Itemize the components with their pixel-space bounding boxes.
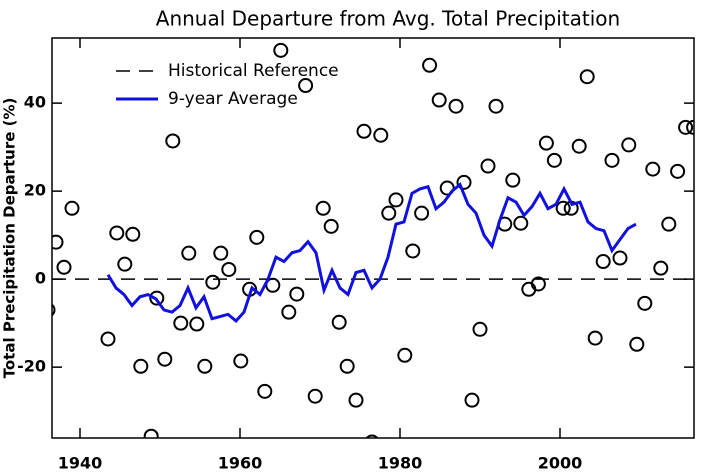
data-point bbox=[571, 138, 587, 154]
data-point bbox=[205, 274, 221, 290]
data-point bbox=[281, 304, 297, 320]
data-point bbox=[505, 172, 521, 188]
data-point bbox=[143, 428, 159, 438]
data-point bbox=[373, 127, 389, 143]
data-point bbox=[100, 331, 116, 347]
data-point bbox=[414, 205, 430, 221]
data-point bbox=[637, 295, 653, 311]
data-point bbox=[678, 119, 694, 135]
y-axis-label: Total Precipitation Departure (%) bbox=[1, 98, 19, 379]
data-point bbox=[365, 434, 379, 438]
data-point bbox=[257, 383, 273, 399]
data-point bbox=[125, 226, 141, 242]
data-point bbox=[356, 123, 372, 139]
y-tick-label: 20 bbox=[24, 181, 46, 200]
x-tick-label: 1940 bbox=[58, 454, 103, 473]
data-point bbox=[604, 152, 620, 168]
chart-title: Annual Departure from Avg. Total Precipi… bbox=[156, 7, 620, 31]
y-tick-label: -20 bbox=[17, 357, 46, 376]
x-tick-label: 2000 bbox=[538, 454, 583, 473]
data-point bbox=[448, 98, 464, 114]
data-point bbox=[339, 358, 355, 374]
data-point bbox=[52, 234, 64, 250]
x-tick-label: 1960 bbox=[218, 454, 263, 473]
data-point bbox=[157, 351, 173, 367]
data-point bbox=[149, 290, 165, 306]
data-point bbox=[307, 388, 323, 404]
data-point bbox=[513, 215, 529, 231]
data-point bbox=[405, 243, 421, 259]
plot-area bbox=[52, 42, 694, 438]
data-point bbox=[181, 245, 197, 261]
data-point bbox=[661, 216, 677, 232]
data-point bbox=[298, 78, 314, 94]
data-point bbox=[645, 161, 661, 177]
data-point bbox=[189, 316, 205, 332]
x-tick-label: 1980 bbox=[378, 454, 423, 473]
data-point bbox=[165, 133, 181, 149]
data-point bbox=[397, 347, 413, 363]
data-point bbox=[348, 392, 364, 408]
y-tick-label: 40 bbox=[24, 93, 46, 112]
data-point bbox=[530, 276, 546, 292]
data-point bbox=[579, 69, 595, 85]
data-point bbox=[621, 137, 637, 153]
data-point bbox=[472, 321, 488, 337]
data-point bbox=[323, 218, 339, 234]
data-point bbox=[555, 200, 571, 216]
average-line bbox=[106, 182, 637, 324]
data-point bbox=[117, 256, 133, 272]
data-point bbox=[133, 358, 149, 374]
data-point bbox=[173, 315, 189, 331]
data-point bbox=[629, 336, 645, 352]
data-point bbox=[431, 92, 447, 108]
data-point bbox=[64, 200, 80, 216]
data-point bbox=[213, 245, 229, 261]
plot-frame bbox=[51, 37, 695, 439]
data-point bbox=[273, 42, 289, 58]
data-point bbox=[249, 229, 265, 245]
data-point bbox=[331, 314, 347, 330]
data-point bbox=[381, 205, 397, 221]
data-point bbox=[197, 358, 213, 374]
data-point bbox=[612, 250, 628, 266]
data-point bbox=[289, 286, 305, 302]
data-point bbox=[221, 261, 237, 277]
data-point bbox=[587, 330, 603, 346]
data-point bbox=[546, 152, 562, 168]
data-point bbox=[480, 158, 496, 174]
data-point bbox=[488, 98, 504, 114]
data-point bbox=[315, 200, 331, 216]
legend-label: 9-year Average bbox=[168, 89, 298, 109]
data-point bbox=[538, 135, 554, 151]
data-point bbox=[422, 57, 438, 73]
data-point bbox=[456, 174, 472, 190]
data-point bbox=[388, 192, 404, 208]
data-point bbox=[464, 392, 480, 408]
data-point bbox=[56, 259, 72, 275]
y-tick-label: 0 bbox=[35, 269, 46, 288]
data-point bbox=[233, 353, 249, 369]
legend-label: Historical Reference bbox=[168, 61, 339, 81]
data-point bbox=[109, 225, 125, 241]
data-point bbox=[670, 163, 686, 179]
data-point bbox=[653, 260, 669, 276]
data-point bbox=[595, 254, 611, 270]
data-point bbox=[52, 303, 56, 317]
